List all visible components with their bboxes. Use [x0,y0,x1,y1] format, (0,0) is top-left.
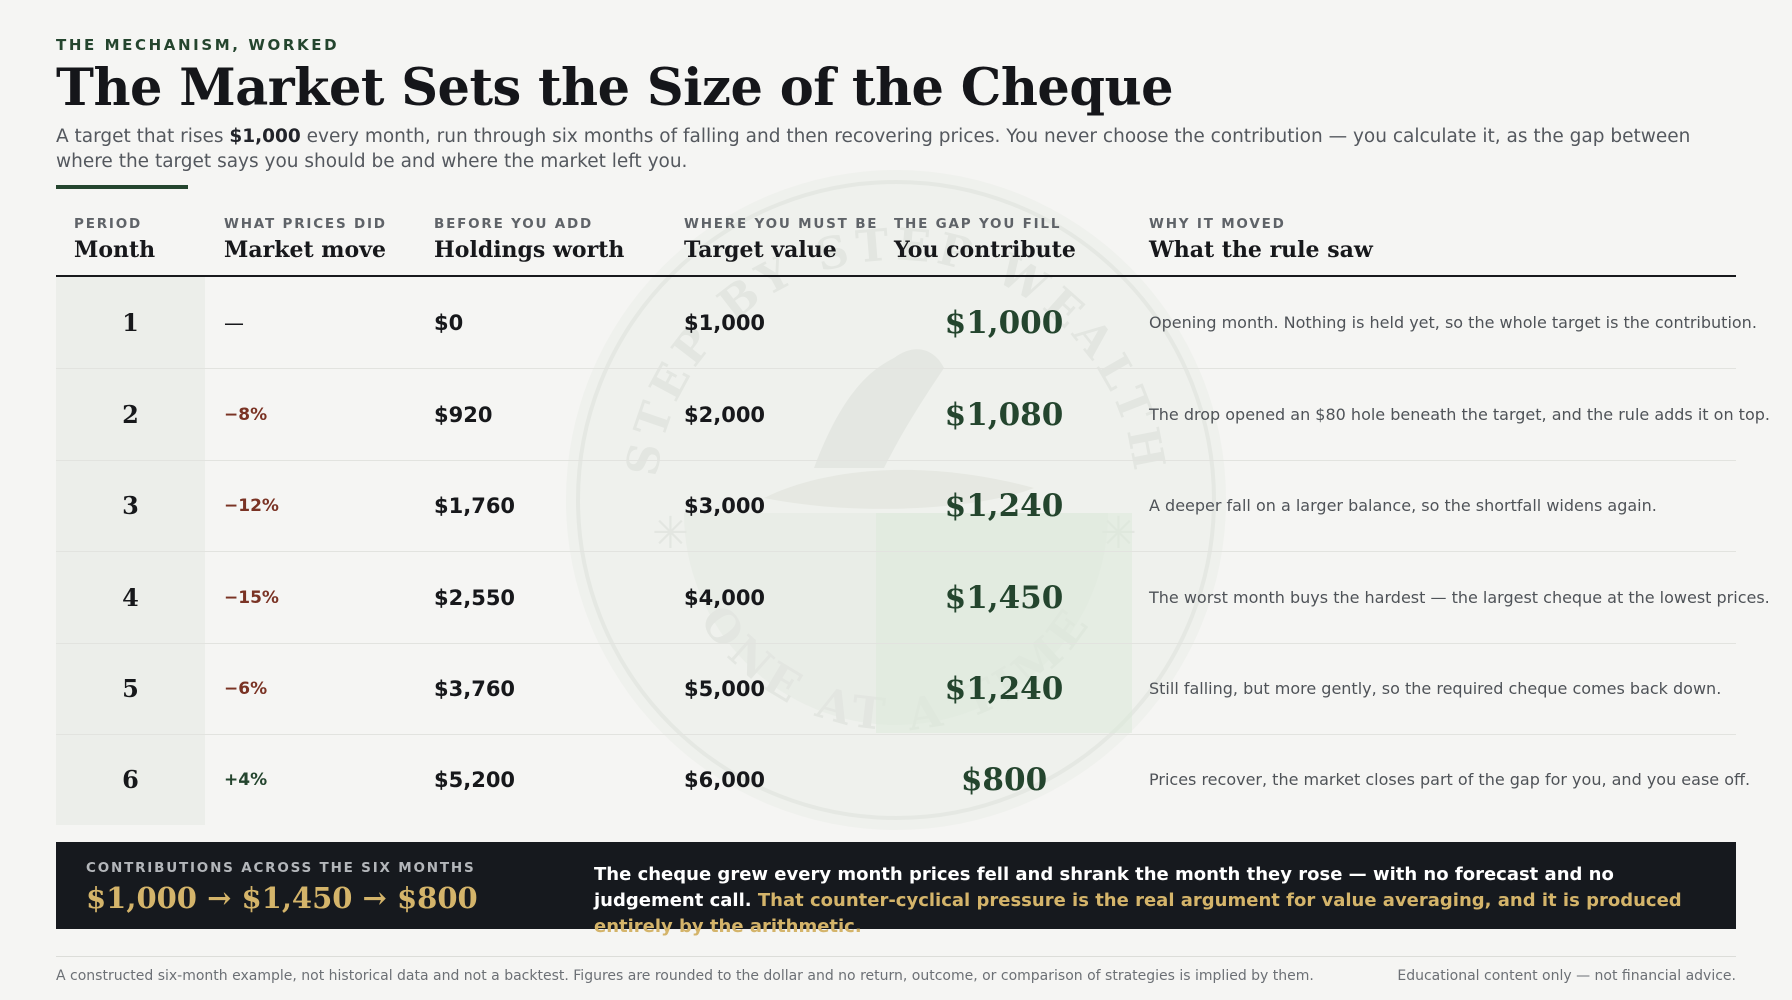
table-row: 6 +4% $5,200 $6,000 $800 Prices recover,… [56,734,1751,825]
column-kicker: WHAT PRICES DID [224,216,387,232]
footer-disclaimer: A constructed six-month example, not his… [56,968,1314,984]
column-label: Target value [684,237,837,263]
table-row: 2 −8% $920 $2,000 $1,080 The drop opened… [56,369,1770,461]
market-move-cell: −12% [224,495,279,516]
month-cell: 6 [122,765,139,794]
contribution-cell: $1,080 [944,396,1064,433]
rule-explanation-cell: Still falling, but more gently, so the r… [1149,679,1722,698]
holdings-cell: $0 [434,310,464,335]
month-cell: 2 [122,400,139,429]
contribution-cell: $1,240 [944,670,1064,707]
month-cell: 5 [122,674,139,703]
subtitle-text-post: every month, run through six months of f… [56,126,1691,172]
market-move-cell: +4% [224,769,268,790]
holdings-cell: $2,550 [434,585,516,610]
column-label: You contribute [894,237,1076,263]
subtitle-highlight: $1,000 [229,126,301,147]
table-row: 3 −12% $1,760 $3,000 $1,240 A deeper fal… [56,460,1736,552]
footer-divider [56,956,1736,957]
holdings-cell: $1,760 [434,493,516,518]
market-move-cell: — [224,310,244,335]
rule-explanation-cell: Opening month. Nothing is held yet, so t… [1149,313,1757,332]
summary-text-white: The cheque grew every month prices fell … [594,864,1614,911]
page-title: The Market Sets the Size of the Cheque [56,58,1174,118]
column-label: Month [74,237,156,263]
subtitle-text-pre: A target that rises [56,126,230,147]
market-move-cell: −15% [224,587,279,608]
market-move-cell: −6% [224,678,268,699]
column-label: Holdings worth [434,237,625,263]
footer-advice-note: Educational content only — not financial… [1397,968,1736,984]
table-row: 4 −15% $2,550 $4,000 $1,450 The worst mo… [56,552,1770,644]
column-header-why: WHY IT MOVED What the rule saw [1149,216,1373,263]
column-label: What the rule saw [1149,237,1373,263]
summary-band: CONTRIBUTIONS ACROSS THE SIX MONTHS $1,0… [56,842,1736,937]
column-header-contribution: THE GAP YOU FILL You contribute [894,216,1076,263]
column-header-market-move: WHAT PRICES DID Market move [224,216,387,263]
contribution-cell: $1,450 [944,579,1064,616]
column-kicker: THE GAP YOU FILL [894,216,1062,232]
column-label: Market move [224,237,386,263]
holdings-cell: $5,200 [434,767,516,792]
summary-kicker: CONTRIBUTIONS ACROSS THE SIX MONTHS [86,860,476,876]
holdings-cell: $3,760 [434,676,516,701]
target-cell: $2,000 [684,402,766,427]
contribution-cell: $1,000 [944,304,1064,341]
column-kicker: WHY IT MOVED [1149,216,1286,232]
month-cell: 3 [122,491,139,520]
summary-text-gold: That counter-cyclical pressure is the re… [594,890,1682,937]
contribution-cell: $1,240 [944,487,1064,524]
market-move-cell: −8% [224,404,268,425]
target-cell: $4,000 [684,585,766,610]
month-cell: 1 [122,308,139,337]
page-subtitle: A target that rises $1,000 every month, … [56,124,1736,174]
section-kicker: THE MECHANISM, WORKED [56,36,340,54]
table-header: PERIOD Month WHAT PRICES DID Market move… [56,216,1736,277]
contribution-highlight-band [876,513,1132,733]
column-kicker: WHERE YOU MUST BE [684,216,879,232]
rule-explanation-cell: Prices recover, the market closes part o… [1149,770,1751,789]
summary-range: $1,000 → $1,450 → $800 [86,881,478,915]
target-cell: $3,000 [684,493,766,518]
column-header-holdings: BEFORE YOU ADD Holdings worth [434,216,624,263]
accent-rule [56,185,188,189]
holdings-cell: $920 [434,402,493,427]
column-header-target: WHERE YOU MUST BE Target value [684,216,878,263]
target-cell: $1,000 [684,310,766,335]
contribution-cell: $800 [960,761,1048,798]
target-cell: $5,000 [684,676,766,701]
rule-explanation-cell: The drop opened an $80 hole beneath the … [1149,405,1770,424]
rule-explanation-cell: A deeper fall on a larger balance, so th… [1149,496,1657,515]
column-kicker: BEFORE YOU ADD [434,216,594,232]
table-row: 5 −6% $3,760 $5,000 $1,240 Still falling… [56,643,1736,735]
column-kicker: PERIOD [74,216,143,232]
rule-explanation-cell: The worst month buys the hardest — the l… [1149,588,1770,607]
column-header-month: PERIOD Month [74,216,155,263]
table-row: 1 — $0 $1,000 $1,000 Opening month. Noth… [56,277,1757,369]
target-cell: $6,000 [684,767,766,792]
month-cell: 4 [122,583,139,612]
summary-text: The cheque grew every month prices fell … [594,862,1714,940]
